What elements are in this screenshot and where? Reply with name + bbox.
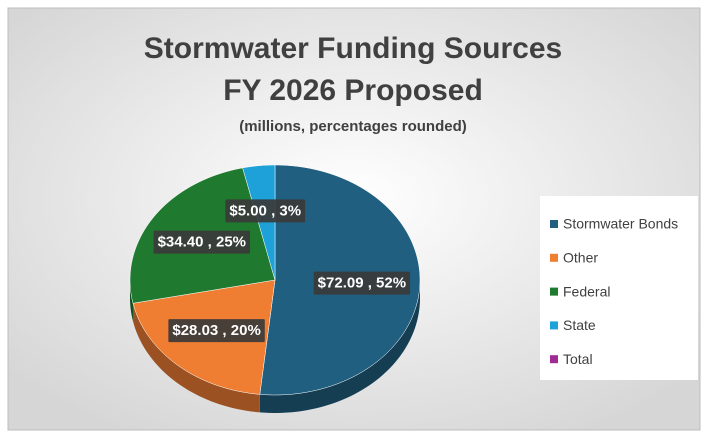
data-label: $28.03 , 20% xyxy=(172,322,260,339)
legend-label: State xyxy=(563,317,596,333)
pie-slice-side xyxy=(132,303,260,413)
data-label: $72.09 , 52% xyxy=(318,275,406,292)
data-label-box xyxy=(168,319,265,343)
chart-subtitle: (millions, percentages rounded) xyxy=(239,118,467,135)
pie-slice-side xyxy=(130,280,133,322)
data-label-box xyxy=(153,230,251,254)
data-label: $34.40 , 25% xyxy=(158,234,246,251)
chart-title: FY 2026 Proposed xyxy=(223,74,483,107)
legend-label: Federal xyxy=(563,283,610,299)
data-label: $5.00 , 3% xyxy=(229,202,301,219)
legend-swatch xyxy=(550,253,558,262)
legend-swatch xyxy=(550,220,558,228)
legend-swatch xyxy=(550,287,558,296)
legend-swatch xyxy=(550,355,558,364)
chart-title: Stormwater Funding Sources xyxy=(144,32,562,65)
legend-label: Other xyxy=(563,250,598,266)
legend-label: Stormwater Bonds xyxy=(563,216,678,232)
legend-label: Total xyxy=(563,351,593,367)
pie-slice xyxy=(242,164,276,281)
legend-swatch xyxy=(550,321,558,330)
data-label-box xyxy=(225,199,306,223)
pie-slice-side xyxy=(259,280,420,413)
legend xyxy=(540,196,698,380)
data-label-box xyxy=(313,271,411,295)
